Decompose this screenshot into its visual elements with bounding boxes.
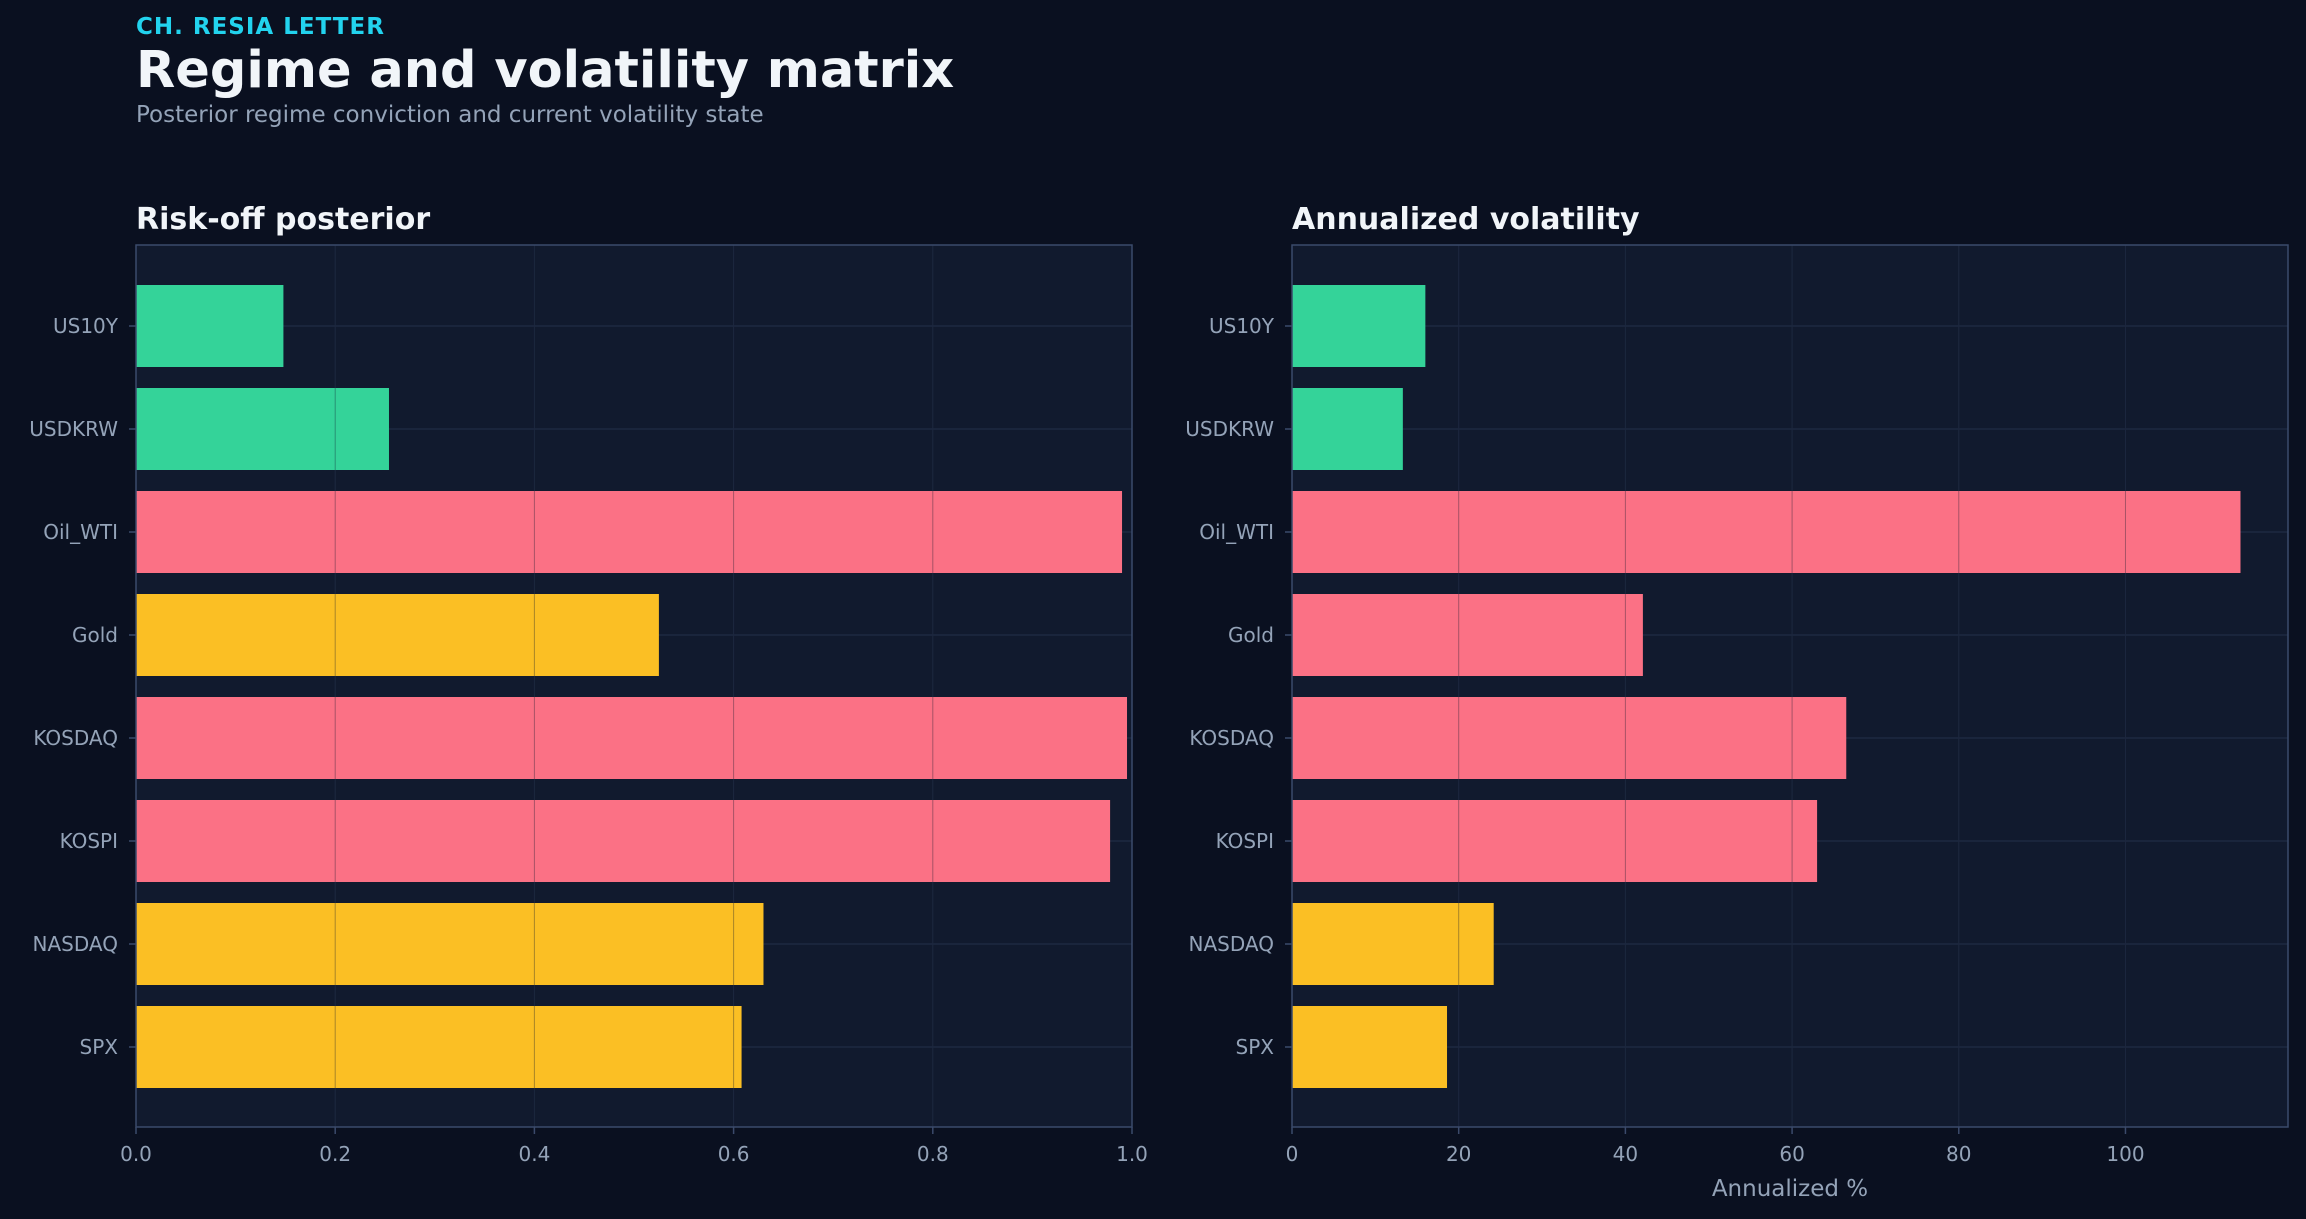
risk-off-bar-kosdaq xyxy=(136,697,1128,779)
page-title: Regime and volatility matrix xyxy=(136,41,955,100)
risk-off-bar-kospi xyxy=(136,800,1111,882)
risk-off-category-label: USDKRW xyxy=(29,417,118,441)
chart-title-risk-off: Risk-off posterior xyxy=(136,202,431,237)
risk-off-bar-usdkrw xyxy=(136,388,389,470)
risk-off-xtick-label: 0.8 xyxy=(917,1142,949,1166)
volatility-xtick-label: 60 xyxy=(1779,1142,1804,1166)
risk-off-xtick-label: 0.6 xyxy=(718,1142,750,1166)
volatility-bar-gold xyxy=(1292,594,1643,676)
volatility-bar-oil-wti xyxy=(1292,491,2241,573)
risk-off-category-label: KOSPI xyxy=(60,829,118,853)
risk-off-plot-frame xyxy=(135,244,1133,1128)
volatility-category-label: NASDAQ xyxy=(1189,932,1274,956)
risk-off-category-label: US10Y xyxy=(53,314,119,338)
risk-off-bar-nasdaq xyxy=(136,903,764,985)
volatility-category-label: KOSDAQ xyxy=(1189,726,1274,750)
risk-off-category-label: NASDAQ xyxy=(33,932,118,956)
volatility-bar-kospi xyxy=(1292,800,1818,882)
eyebrow-label: CH. RESIA LETTER xyxy=(136,14,385,40)
risk-off-bar-oil-wti xyxy=(136,491,1123,573)
page-subtitle: Posterior regime conviction and current … xyxy=(136,102,764,128)
volatility-bar-kosdaq xyxy=(1292,697,1847,779)
volatility-category-label: SPX xyxy=(1236,1035,1275,1059)
risk-off-category-label: KOSDAQ xyxy=(33,726,118,750)
volatility-bar-us10y xyxy=(1292,285,1426,367)
risk-off-xtick-label: 0.2 xyxy=(319,1142,351,1166)
risk-off-bar-us10y xyxy=(136,285,284,367)
risk-off-category-label: SPX xyxy=(80,1035,119,1059)
volatility-bar-usdkrw xyxy=(1292,388,1403,470)
risk-off-bar-gold xyxy=(136,594,659,676)
risk-off-bar-spx xyxy=(136,1006,742,1088)
chart-title-volatility: Annualized volatility xyxy=(1292,202,1640,237)
risk-off-category-label: Gold xyxy=(72,623,118,647)
volatility-xtick-label: 20 xyxy=(1446,1142,1471,1166)
risk-off-category-label: Oil_WTI xyxy=(43,520,118,544)
volatility-category-label: US10Y xyxy=(1209,314,1275,338)
volatility-xtick-label: 40 xyxy=(1613,1142,1638,1166)
volatility-plot-frame xyxy=(1291,244,2289,1128)
volatility-category-label: Oil_WTI xyxy=(1199,520,1274,544)
volatility-x-axis-label: Annualized % xyxy=(1712,1176,1868,1202)
volatility-bar-nasdaq xyxy=(1292,903,1494,985)
risk-off-xtick-label: 0.0 xyxy=(120,1142,152,1166)
volatility-category-label: Gold xyxy=(1228,623,1274,647)
volatility-xtick-label: 80 xyxy=(1946,1142,1971,1166)
risk-off-xtick-label: 0.4 xyxy=(518,1142,550,1166)
volatility-plot-area xyxy=(1292,245,2288,1127)
volatility-xtick-label: 0 xyxy=(1286,1142,1299,1166)
volatility-category-label: USDKRW xyxy=(1185,417,1274,441)
volatility-bar-spx xyxy=(1292,1006,1448,1088)
volatility-category-label: KOSPI xyxy=(1216,829,1274,853)
volatility-xtick-label: 100 xyxy=(2106,1142,2144,1166)
risk-off-xtick-label: 1.0 xyxy=(1116,1142,1148,1166)
risk-off-plot-area xyxy=(136,245,1132,1127)
